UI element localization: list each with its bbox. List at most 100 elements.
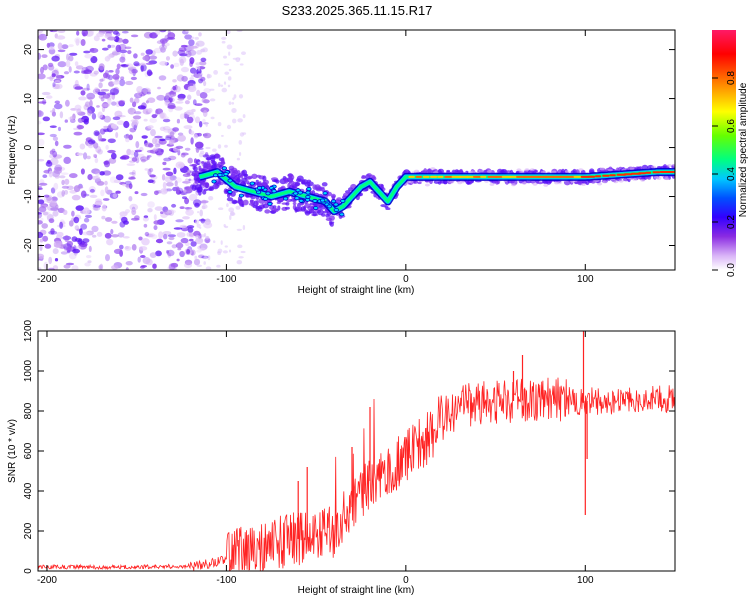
noise-blob bbox=[107, 54, 112, 60]
noise-blob bbox=[184, 259, 193, 266]
noise-blob bbox=[189, 232, 195, 237]
noise-blob bbox=[107, 36, 117, 41]
noise-blob bbox=[105, 254, 110, 262]
ridge-halo bbox=[385, 207, 391, 210]
noise-blob bbox=[240, 250, 246, 254]
noise-blob bbox=[183, 125, 193, 130]
snr-ylabel: SNR (10 * v/v) bbox=[7, 419, 18, 483]
noise-blob bbox=[144, 168, 149, 171]
noise-blob bbox=[226, 124, 232, 130]
noise-blob bbox=[139, 62, 146, 66]
noise-blob bbox=[223, 55, 227, 59]
noise-blob bbox=[226, 203, 229, 208]
noise-blob bbox=[137, 105, 146, 110]
noise-blob bbox=[73, 245, 77, 252]
noise-blob bbox=[123, 220, 129, 225]
noise-blob bbox=[83, 50, 91, 54]
noise-blob bbox=[87, 174, 93, 181]
noise-blob bbox=[174, 106, 183, 111]
noise-blob bbox=[88, 245, 92, 252]
ridge-halo bbox=[516, 168, 522, 172]
noise-blob bbox=[43, 194, 50, 198]
noise-blob bbox=[172, 85, 176, 91]
noise-blob bbox=[167, 234, 176, 238]
spectrogram-ytick-label: 20 bbox=[23, 44, 34, 56]
noise-blob bbox=[127, 50, 132, 55]
noise-blob bbox=[142, 55, 149, 61]
noise-blob bbox=[171, 135, 176, 143]
noise-blob bbox=[122, 236, 130, 239]
noise-blob bbox=[187, 227, 194, 233]
noise-blob bbox=[61, 185, 69, 189]
ridge-blob bbox=[238, 193, 244, 198]
noise-blob bbox=[89, 194, 98, 198]
ridge-blob bbox=[256, 185, 263, 190]
ridge-halo bbox=[607, 168, 613, 172]
ridge-halo bbox=[226, 197, 234, 202]
noise-blob bbox=[207, 255, 211, 261]
noise-blob bbox=[223, 81, 227, 85]
noise-blob bbox=[236, 157, 240, 161]
noise-blob bbox=[63, 71, 70, 75]
noise-blob bbox=[107, 74, 113, 81]
noise-blob bbox=[122, 38, 129, 44]
ridge-halo bbox=[536, 181, 544, 185]
noise-blob bbox=[167, 30, 171, 36]
noise-blob bbox=[156, 94, 166, 101]
noise-blob bbox=[217, 144, 222, 149]
noise-blob bbox=[55, 74, 62, 81]
noise-blob bbox=[165, 182, 174, 187]
ridge-halo bbox=[667, 164, 673, 167]
noise-blob bbox=[173, 227, 183, 230]
noise-blob bbox=[145, 100, 149, 104]
noise-blob bbox=[131, 244, 137, 251]
ridge-blob bbox=[249, 181, 255, 186]
noise-blob bbox=[166, 37, 176, 40]
noise-blob bbox=[38, 187, 43, 190]
noise-blob bbox=[162, 161, 167, 166]
noise-blob bbox=[42, 64, 48, 71]
noise-blob bbox=[91, 225, 99, 233]
noise-blob bbox=[221, 134, 224, 137]
noise-blob bbox=[162, 118, 171, 123]
ridge-halo bbox=[632, 177, 638, 181]
noise-blob bbox=[68, 220, 74, 227]
noise-blob bbox=[38, 132, 45, 136]
noise-blob bbox=[199, 209, 203, 217]
noise-blob bbox=[147, 125, 154, 129]
noise-blob bbox=[50, 228, 55, 235]
ridge-blob bbox=[221, 166, 227, 171]
noise-blob bbox=[202, 118, 206, 124]
noise-blob bbox=[147, 179, 154, 183]
noise-blob bbox=[63, 144, 72, 149]
noise-blob bbox=[93, 130, 100, 137]
noise-blob bbox=[180, 237, 189, 244]
noise-blob bbox=[38, 206, 47, 213]
ridge-blob bbox=[223, 172, 229, 177]
noise-blob bbox=[128, 196, 133, 202]
noise-blob bbox=[166, 241, 173, 245]
ridge-blob bbox=[312, 198, 318, 203]
noise-blob bbox=[64, 119, 69, 123]
ridge-halo bbox=[459, 168, 463, 174]
noise-blob bbox=[185, 209, 195, 216]
ridge-halo bbox=[219, 181, 224, 186]
ridge-halo bbox=[597, 182, 603, 186]
ridge-halo bbox=[578, 168, 584, 172]
noise-blob bbox=[187, 49, 197, 56]
noise-blob bbox=[82, 87, 91, 91]
noise-blob bbox=[227, 84, 231, 88]
noise-blob bbox=[230, 212, 236, 216]
spectrogram-xtick-label: -200 bbox=[37, 274, 57, 285]
noise-blob bbox=[183, 189, 187, 193]
ridge-blob bbox=[333, 207, 339, 212]
snr-xtick-label: -200 bbox=[37, 575, 57, 586]
ridge-halo bbox=[289, 174, 295, 180]
noise-blob bbox=[147, 108, 153, 113]
noise-blob bbox=[224, 144, 228, 148]
noise-blob bbox=[228, 101, 232, 105]
noise-blob bbox=[131, 169, 136, 177]
noise-blob bbox=[80, 223, 88, 230]
noise-blob bbox=[112, 80, 120, 85]
noise-blob bbox=[111, 234, 119, 238]
